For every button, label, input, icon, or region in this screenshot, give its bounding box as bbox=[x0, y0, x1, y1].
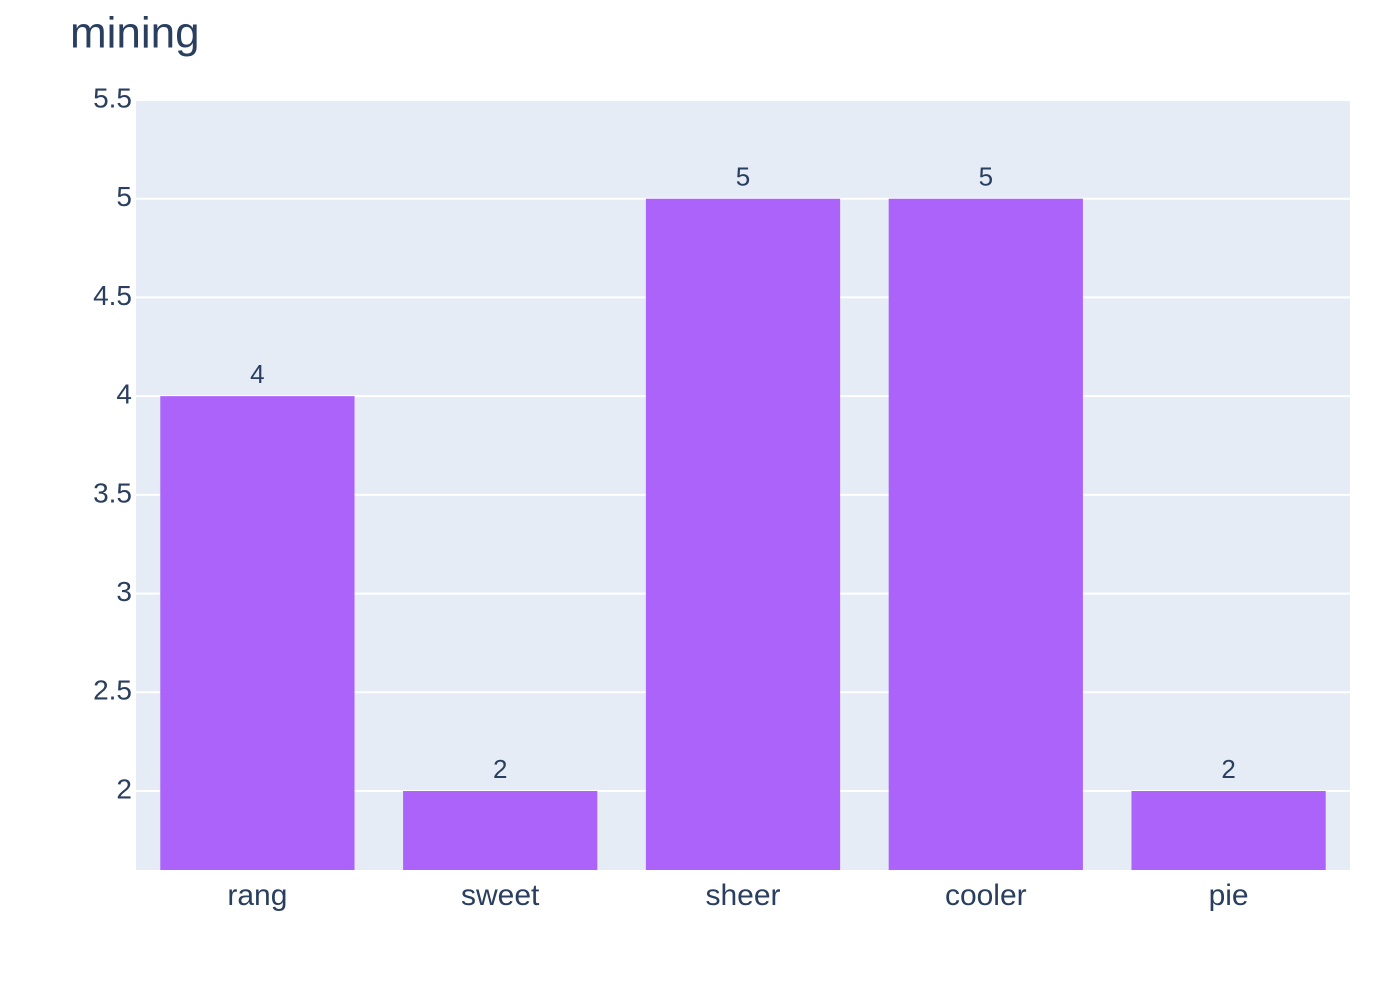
y-tick-label: 3.5 bbox=[93, 477, 132, 508]
data-label: 5 bbox=[736, 162, 750, 192]
y-tick-label: 5 bbox=[116, 181, 132, 212]
data-label: 2 bbox=[1221, 754, 1235, 784]
y-tick-label: 4.5 bbox=[93, 280, 132, 311]
x-tick-label: rang bbox=[227, 879, 287, 912]
bar bbox=[1131, 791, 1326, 870]
x-tick-label: sheer bbox=[705, 879, 780, 912]
bar bbox=[403, 791, 598, 870]
chart-title: mining bbox=[70, 9, 200, 58]
y-tick-label: 5.5 bbox=[93, 82, 132, 113]
y-tick-label: 2 bbox=[116, 773, 132, 804]
y-tick-label: 3 bbox=[116, 576, 132, 607]
x-tick-label: cooler bbox=[945, 879, 1027, 912]
data-label: 4 bbox=[250, 359, 264, 389]
x-tick-label: pie bbox=[1209, 879, 1249, 912]
data-label: 2 bbox=[493, 754, 507, 784]
y-tick-label: 4 bbox=[116, 379, 132, 410]
bar bbox=[888, 198, 1083, 870]
bar bbox=[160, 396, 355, 870]
x-tick-label: sweet bbox=[461, 879, 540, 912]
data-label: 5 bbox=[979, 162, 993, 192]
bar bbox=[645, 198, 841, 870]
y-tick-label: 2.5 bbox=[93, 675, 132, 706]
